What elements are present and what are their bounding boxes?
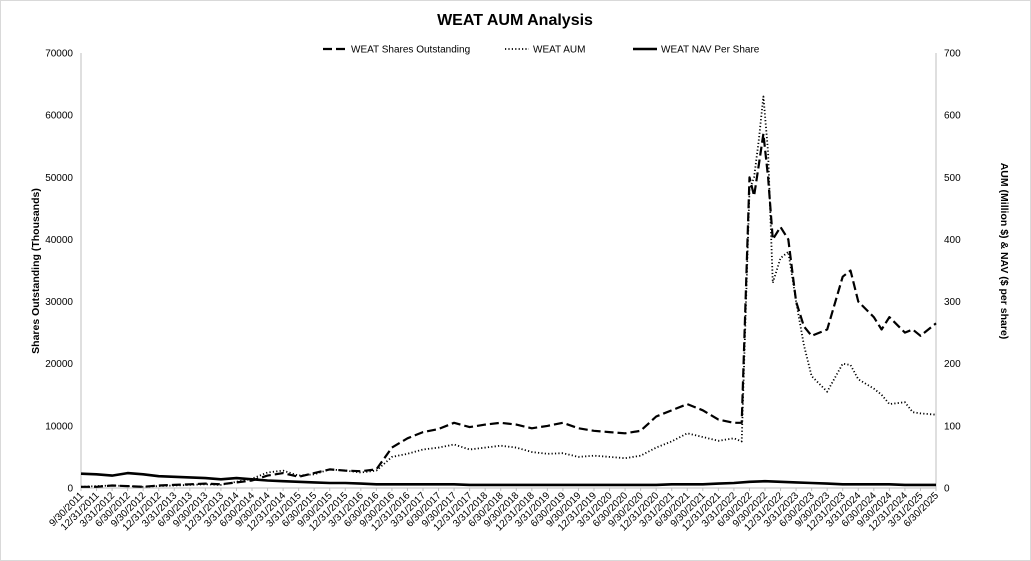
y-axis-left: 0 10000 20000 30000 40000 50000 60000 70000 <box>45 49 82 495</box>
y-left-tick-label: 0 <box>67 484 73 495</box>
y-left-tick-label: 10000 <box>45 421 73 432</box>
series-line-3 <box>80 471 936 487</box>
y-right-tick-label: 300 <box>944 297 961 308</box>
series-line-1 <box>81 132 937 488</box>
y-left-tick-label: 70000 <box>45 49 73 60</box>
y-right-tick-label: 0 <box>944 484 950 495</box>
y-right-tick-label: 600 <box>944 111 961 122</box>
y-axis-right-title: AUM (Million $) & NAV ($ per share) <box>998 163 1010 340</box>
y-right-tick-label: 200 <box>944 359 961 370</box>
y-right-tick-label: 100 <box>944 421 961 432</box>
legend-label-2: WEAT AUM <box>533 45 585 56</box>
y-right-tick-label: 500 <box>944 173 961 184</box>
y-left-tick-label: 40000 <box>45 235 73 246</box>
y-axis-left-title: Shares Outstanding (Thousands) <box>30 188 42 354</box>
y-left-tick-label: 30000 <box>45 297 73 308</box>
legend-label-1: WEAT Shares Outstanding <box>351 45 470 56</box>
y-left-tick-label: 50000 <box>45 173 73 184</box>
y-left-tick-label: 20000 <box>45 359 73 370</box>
series-line-2 <box>80 95 937 488</box>
x-axis: 9/30/201112/31/20113/31/20126/30/20129/3… <box>47 487 941 534</box>
chart-title: WEAT AUM Analysis <box>437 12 593 29</box>
legend: WEAT Shares Outstanding WEAT AUM WEAT NAV … <box>323 45 760 56</box>
y-right-tick-label: 400 <box>944 235 961 246</box>
y-right-tick-label: 700 <box>944 49 961 60</box>
legend-label-3: WEAT NAV Per Share <box>661 45 760 56</box>
y-left-tick-label: 60000 <box>45 111 73 122</box>
series-group <box>80 95 937 488</box>
y-axis-right: 0 100 200 300 400 500 600 700 <box>935 49 961 495</box>
